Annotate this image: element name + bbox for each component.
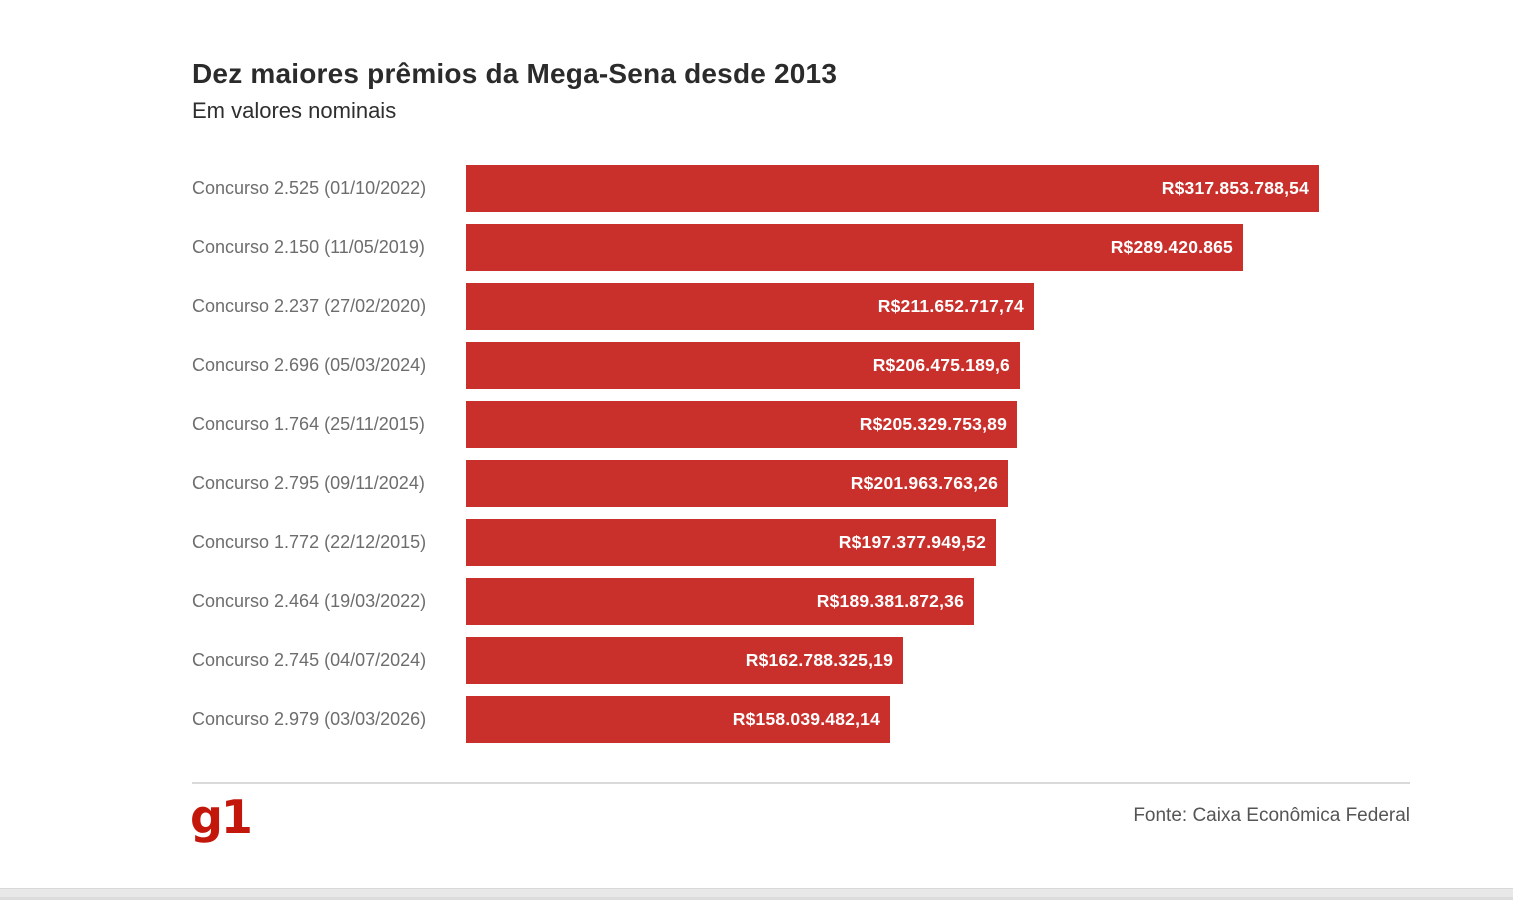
bar-row: Concurso 2.795 (09/11/2024) R$201.963.763…: [192, 460, 1319, 507]
value-label: R$211.652.717,74: [877, 296, 1024, 316]
chart-subtitle: Em valores nominais: [192, 98, 397, 123]
bar-track: R$211.652.717,74: [466, 283, 1319, 330]
category-label: Concurso 2.464 (19/03/2022): [192, 591, 427, 611]
category-label: Concurso 2.237 (27/02/2020): [192, 296, 427, 316]
bar-track: R$197.377.949,52: [466, 519, 1319, 566]
bar: R$205.329.753,89: [466, 401, 1017, 448]
category-label: Concurso 2.525 (01/10/2022): [192, 178, 427, 198]
bar: R$289.420.865: [466, 224, 1243, 271]
category-label: Concurso 1.772 (22/12/2015): [192, 532, 427, 552]
bar-track: R$189.381.872,36: [466, 578, 1319, 625]
footer-divider: [192, 782, 1410, 784]
bar-track: R$289.420.865: [466, 224, 1319, 271]
value-label: R$197.377.949,52: [838, 532, 986, 552]
bar: R$211.652.717,74: [466, 283, 1034, 330]
bar-row: Concurso 1.764 (25/11/2015) R$205.329.753…: [192, 401, 1319, 448]
bar-track: R$206.475.189,6: [466, 342, 1319, 389]
bar-row: Concurso 2.979 (03/03/2026) R$158.039.482…: [192, 696, 1319, 743]
bar-track: R$162.788.325,19: [466, 637, 1319, 684]
bar-row: Concurso 2.525 (01/10/2022) R$317.853.788…: [192, 165, 1319, 212]
bar-track: R$201.963.763,26: [466, 460, 1319, 507]
bar-row: Concurso 1.772 (22/12/2015) R$197.377.949…: [192, 519, 1319, 566]
value-label: R$158.039.482,14: [732, 709, 880, 729]
category-label: Concurso 2.979 (03/03/2026): [192, 709, 427, 729]
category-label: Concurso 2.745 (04/07/2024): [192, 650, 427, 670]
category-label: Concurso 2.795 (09/11/2024): [192, 473, 425, 493]
value-label: R$317.853.788,54: [1161, 178, 1309, 198]
value-label: R$206.475.189,6: [872, 355, 1010, 375]
category-label: Concurso 2.150 (11/05/2019): [192, 237, 425, 257]
bar: R$317.853.788,54: [466, 165, 1319, 212]
category-label: Concurso 2.696 (05/03/2024): [192, 355, 427, 375]
value-label: R$162.788.325,19: [745, 650, 893, 670]
bar-track: R$205.329.753,89: [466, 401, 1319, 448]
bar: R$206.475.189,6: [466, 342, 1020, 389]
bar-row: Concurso 2.237 (27/02/2020) R$211.652.717…: [192, 283, 1319, 330]
bar-rows: Concurso 2.525 (01/10/2022) R$317.853.788…: [192, 165, 1319, 755]
value-label: R$189.381.872,36: [816, 591, 964, 611]
bar-row: Concurso 2.464 (19/03/2022) R$189.381.872…: [192, 578, 1319, 625]
bar-row: Concurso 2.696 (05/03/2024) R$206.475.189…: [192, 342, 1319, 389]
value-label: R$205.329.753,89: [859, 414, 1007, 434]
bar-row: Concurso 2.150 (11/05/2019) R$289.420.865: [192, 224, 1319, 271]
category-label: Concurso 1.764 (25/11/2015): [192, 414, 425, 434]
bar: R$197.377.949,52: [466, 519, 996, 566]
g1-logo: g1: [190, 790, 253, 844]
source-credit: Fonte: Caixa Econômica Federal: [1133, 805, 1410, 826]
bar: R$158.039.482,14: [466, 696, 890, 743]
bar-row: Concurso 2.745 (04/07/2024) R$162.788.325…: [192, 637, 1319, 684]
bottom-strip: [0, 888, 1513, 900]
value-label: R$201.963.763,26: [850, 473, 998, 493]
bar: R$189.381.872,36: [466, 578, 974, 625]
chart-title: Dez maiores prêmios da Mega-Sena desde 2…: [192, 58, 838, 89]
bar-track: R$158.039.482,14: [466, 696, 1319, 743]
value-label: R$289.420.865: [1110, 237, 1233, 257]
bar: R$162.788.325,19: [466, 637, 903, 684]
bar: R$201.963.763,26: [466, 460, 1008, 507]
bar-track: R$317.853.788,54: [466, 165, 1319, 212]
